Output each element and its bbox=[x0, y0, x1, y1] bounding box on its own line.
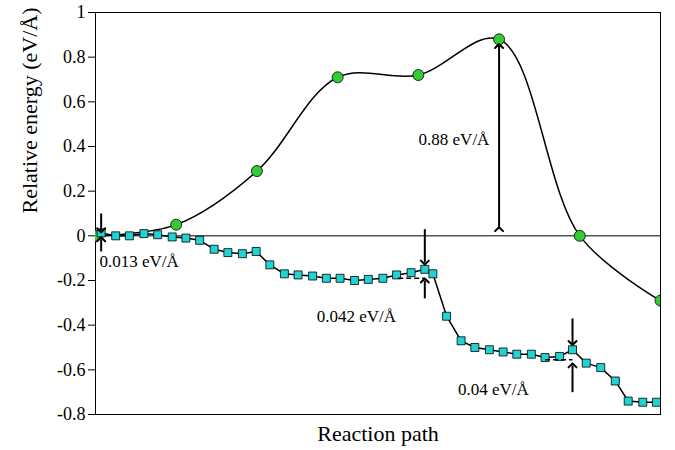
svg-text:0.8: 0.8 bbox=[63, 47, 86, 67]
svg-text:0: 0 bbox=[77, 226, 86, 246]
svg-text:0.88 eV/Å: 0.88 eV/Å bbox=[419, 130, 491, 149]
svg-text:Reaction path: Reaction path bbox=[317, 421, 439, 446]
svg-text:-0.2: -0.2 bbox=[57, 270, 86, 290]
svg-text:0.6: 0.6 bbox=[63, 92, 86, 112]
svg-text:-0.4: -0.4 bbox=[57, 315, 86, 335]
svg-text:-0.6: -0.6 bbox=[57, 360, 86, 380]
svg-text:0.042 eV/Å: 0.042 eV/Å bbox=[317, 307, 397, 326]
svg-text:0.4: 0.4 bbox=[63, 136, 86, 156]
svg-text:0.013 eV/Å: 0.013 eV/Å bbox=[100, 252, 180, 271]
svg-text:-0.8: -0.8 bbox=[57, 404, 86, 424]
svg-text:Relative energy (eV/Å): Relative energy (eV/Å) bbox=[17, 7, 42, 213]
svg-text:0.04 eV/Å: 0.04 eV/Å bbox=[458, 380, 530, 399]
svg-text:0.2: 0.2 bbox=[63, 181, 86, 201]
svg-text:1: 1 bbox=[77, 2, 86, 22]
